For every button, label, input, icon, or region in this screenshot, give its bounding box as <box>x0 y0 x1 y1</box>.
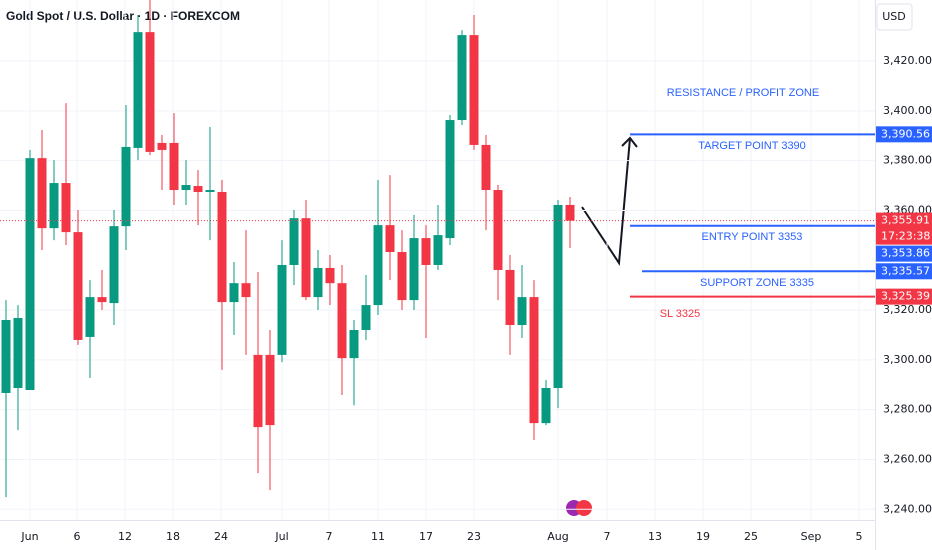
candle-body <box>373 225 383 306</box>
currency-box[interactable] <box>876 3 913 31</box>
candle-body <box>1 320 11 393</box>
candle-body <box>13 318 23 389</box>
annotation: ENTRY POINT 3353 <box>702 231 803 243</box>
x-tick-label: 23 <box>467 530 481 543</box>
candle-body <box>301 218 311 298</box>
x-tick-label: Jul <box>274 530 288 543</box>
price-label-box <box>876 212 932 245</box>
logo <box>576 500 592 516</box>
candle-body <box>229 283 239 303</box>
candle-body <box>289 218 299 265</box>
candle-body <box>565 204 575 221</box>
price-label-box <box>876 126 932 143</box>
annotation: RESISTANCE / PROFIT ZONE <box>667 87 819 99</box>
candle-body <box>145 32 155 152</box>
candle-body <box>277 264 287 355</box>
candle-body <box>409 238 419 301</box>
currency[interactable]: USD <box>882 10 906 23</box>
y-tick-label: 3,280.00 <box>883 403 932 416</box>
candle-body <box>433 235 443 265</box>
annotation: TARGET POINT 3390 <box>698 140 806 152</box>
y-tick-label: 3,380.00 <box>883 154 932 167</box>
candle-body <box>445 120 455 239</box>
candle-body <box>85 297 95 337</box>
candle-body <box>133 32 143 148</box>
chart-title: Gold Spot / U.S. Dollar · 1D · FOREXCOM <box>6 9 240 23</box>
x-tick-label: 12 <box>118 530 132 543</box>
candle-body <box>265 354 275 426</box>
y-tick-label: 3,420.00 <box>883 54 932 67</box>
x-tick-label: 13 <box>648 530 662 543</box>
x-tick-label: 17 <box>419 530 433 543</box>
candle-body <box>349 329 359 359</box>
y-tick-label: 3,260.00 <box>883 452 932 465</box>
y-tick-label: 3,300.00 <box>883 353 932 366</box>
annotation: SL 3325 <box>660 308 701 320</box>
x-tick-label: Aug <box>547 530 568 543</box>
x-tick-label: 5 <box>856 530 863 543</box>
price-label-box <box>876 245 932 262</box>
y-tick-label: 3,400.00 <box>883 104 932 117</box>
price-label: 3,355.91 <box>881 214 930 227</box>
arrow <box>581 137 631 266</box>
candle-body <box>205 190 215 193</box>
y-tick-label: 3,320.00 <box>883 303 932 316</box>
arrow-head <box>621 136 638 148</box>
candle-body <box>469 35 479 145</box>
candle-body <box>313 267 323 298</box>
x-tick-label: 7 <box>326 530 333 543</box>
price-label-box <box>876 288 932 305</box>
candle-body <box>361 305 371 330</box>
candle-body <box>385 225 395 253</box>
candle-body <box>181 185 191 191</box>
candle-body <box>553 204 563 389</box>
candle-body <box>157 142 167 150</box>
x-tick-label: Jun <box>20 530 38 543</box>
candle-body <box>505 269 515 325</box>
price-label: 3,335.57 <box>881 264 930 277</box>
candle-body <box>169 142 179 191</box>
candle-body <box>457 35 467 121</box>
y-tick-label: 3,240.00 <box>883 502 932 515</box>
candle-body <box>517 297 527 325</box>
x-tick-label: 25 <box>744 530 758 543</box>
candle-body <box>49 183 59 229</box>
candle-body <box>25 158 35 390</box>
candle-body <box>37 158 47 229</box>
candle-body <box>97 297 107 303</box>
price-label: 3,325.39 <box>881 290 930 303</box>
candle-body <box>253 354 263 428</box>
candle-body <box>541 388 551 424</box>
candle-body <box>217 192 227 303</box>
candle-body <box>325 267 335 284</box>
x-tick-label: Sep <box>801 530 822 543</box>
candle-body <box>529 297 539 424</box>
x-tick-label: 19 <box>696 530 710 543</box>
candle-body <box>61 183 71 233</box>
candle-body <box>493 190 503 270</box>
candle-body <box>337 283 347 359</box>
candle-body <box>481 144 491 191</box>
candle-body <box>193 186 203 193</box>
countdown: 17:23:38 <box>881 230 930 243</box>
x-tick-label: 11 <box>371 530 385 543</box>
x-tick-label: 18 <box>166 530 180 543</box>
x-tick-label: 6 <box>74 530 81 543</box>
price-label: 3,390.56 <box>881 127 930 140</box>
candle-body <box>397 252 407 301</box>
candle-body <box>121 146 131 227</box>
annotation: SUPPORT ZONE 3335 <box>700 277 814 289</box>
candle-body <box>241 283 251 298</box>
price-label: 3,353.86 <box>881 247 930 260</box>
candle-body <box>109 226 119 304</box>
price-label-box <box>876 263 932 280</box>
x-tick-label: 24 <box>214 530 228 543</box>
candle-body <box>73 232 83 340</box>
x-tick-label: 7 <box>604 530 611 543</box>
candle-body <box>421 238 431 265</box>
